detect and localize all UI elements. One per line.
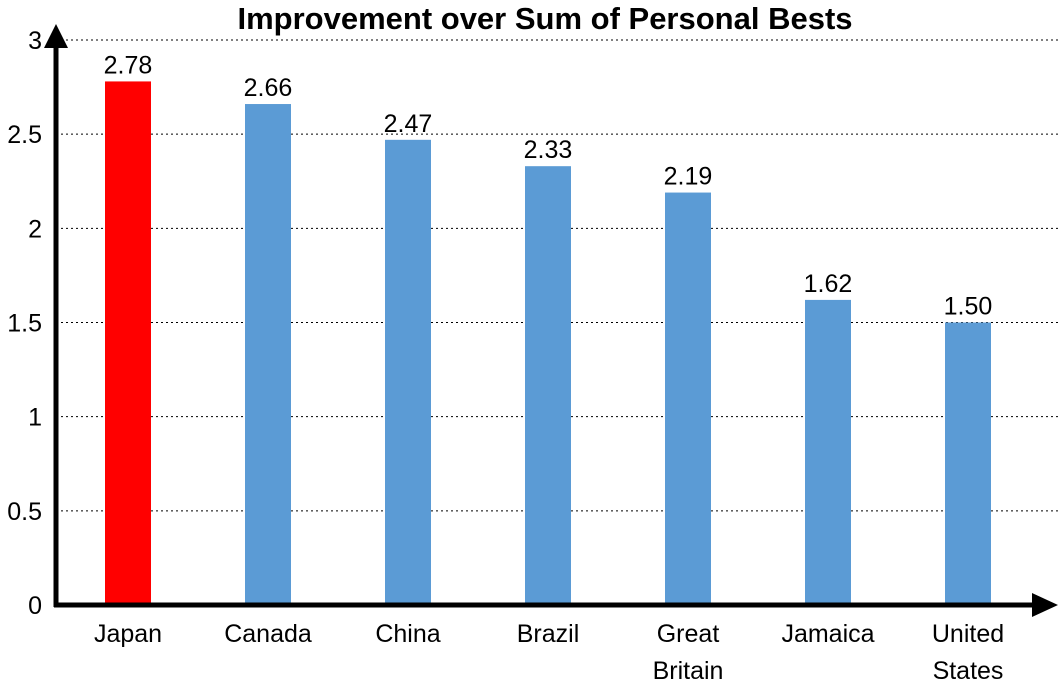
y-tick-label: 2 — [28, 215, 42, 243]
y-axis-ticks: 0 0.5 1 1.5 2 2.5 3 — [7, 27, 42, 620]
x-axis-categories: Japan Canada China Brazil Great Britain Jamaic… — [94, 620, 1004, 684]
y-tick-label: 1.5 — [7, 310, 42, 338]
chart-title: Improvement over Sum of Personal Bests — [237, 1, 852, 36]
y-axis-arrowhead — [44, 24, 68, 48]
data-label: 2.47 — [384, 110, 433, 138]
data-label: 2.78 — [104, 51, 153, 79]
bar — [245, 104, 291, 606]
data-label: 1.50 — [944, 293, 993, 321]
bar — [805, 299, 851, 605]
bar — [105, 81, 151, 605]
x-tick-label: Brazil — [517, 620, 580, 648]
y-tick-label: 0 — [28, 592, 42, 620]
x-axis-arrowhead — [1032, 593, 1058, 617]
bars — [105, 81, 991, 606]
bar — [385, 139, 431, 606]
data-labels: 2.78 2.66 2.47 2.33 2.19 1.62 1.50 — [104, 51, 993, 320]
x-tick-label: United States — [932, 620, 1004, 684]
x-tick-label: China — [375, 620, 440, 648]
data-label: 2.66 — [244, 74, 293, 102]
bar — [945, 322, 991, 605]
data-label: 1.62 — [804, 270, 853, 298]
x-tick-label: Jamaica — [781, 620, 874, 648]
x-tick-label: Great Britain — [653, 620, 724, 684]
y-tick-label: 1 — [28, 404, 42, 432]
x-tick-label: Japan — [94, 620, 162, 648]
y-tick-label: 3 — [28, 27, 42, 55]
x-tick-label: Canada — [224, 620, 312, 648]
data-label: 2.33 — [524, 136, 573, 164]
axes — [44, 24, 1058, 617]
data-label: 2.19 — [664, 163, 713, 191]
bar — [525, 166, 571, 605]
y-tick-label: 0.5 — [7, 498, 42, 526]
y-tick-label: 2.5 — [7, 121, 42, 149]
bar — [665, 192, 711, 606]
